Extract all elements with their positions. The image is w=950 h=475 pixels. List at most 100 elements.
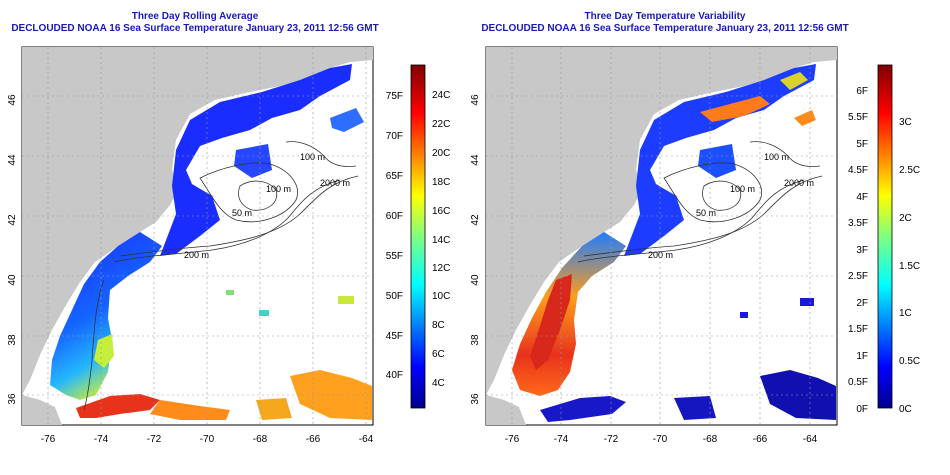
left-sst-slope-cyan	[259, 310, 269, 316]
left-cb-f-70: 70F	[386, 131, 403, 142]
right-lon-66: -66	[753, 434, 768, 445]
left-lat-36: 36	[7, 393, 18, 405]
right-map-title: Three Day Temperature Variability DECLOU…	[465, 11, 865, 35]
right-lon-74: -74	[554, 434, 569, 445]
right-var-offshore-mid	[674, 396, 716, 420]
right-grid	[486, 47, 837, 425]
left-sst-gulf-maine	[160, 64, 352, 256]
right-var-slope-a	[800, 298, 814, 306]
left-map-title: Three Day Rolling Average DECLOUDED NOAA…	[5, 11, 385, 35]
right-cb-f-35: 3.5F	[848, 218, 868, 229]
left-lon-68: -68	[253, 434, 268, 445]
left-cb-c-12: 12C	[432, 263, 450, 274]
right-cb-f-45: 4.5F	[848, 165, 868, 176]
left-cb-c-8: 8C	[432, 320, 445, 331]
left-sst-warm-core	[94, 334, 114, 368]
right-var-gulfstream	[540, 396, 626, 422]
left-lon-64: -64	[359, 434, 374, 445]
left-sst-gulfstream-red	[76, 394, 160, 418]
right-cb-f-5: 5F	[856, 139, 868, 150]
left-contour-100m	[199, 162, 298, 223]
right-lon-72: -72	[604, 434, 619, 445]
left-contour-label-100m-a: 100 m	[300, 152, 325, 162]
left-lat-42: 42	[7, 214, 18, 226]
left-lat-labels: 36 38 40 42 44 46	[7, 94, 18, 405]
right-cb-f-55: 5.5F	[848, 112, 868, 123]
right-contour-50m	[702, 180, 742, 211]
right-cb-c-0: 0C	[899, 404, 912, 415]
right-subtitle: DECLOUDED NOAA 16 Sea Surface Temperatur…	[481, 23, 849, 34]
left-contour-50m	[238, 180, 278, 211]
left-cb-c-18: 18C	[432, 177, 450, 188]
left-grid	[22, 47, 373, 425]
left-contour-label-100m-b: 100 m	[266, 184, 291, 194]
left-map: 100 m 100 m 2000 m 200 m 50 m 36 38 40 4…	[7, 46, 374, 445]
left-cb-f-65: 65F	[386, 171, 403, 182]
left-sst-georges	[234, 144, 272, 178]
right-lon-64: -64	[803, 434, 818, 445]
left-lon-70: -70	[200, 434, 215, 445]
left-cb-c-14: 14C	[432, 235, 450, 246]
right-contours	[577, 141, 823, 263]
right-lon-labels: -76 -74 -72 -70 -68 -66 -64	[505, 434, 818, 445]
left-lon-66: -66	[306, 434, 321, 445]
left-cb-c-16: 16C	[432, 206, 450, 217]
right-cb-c-2: 2C	[899, 213, 912, 224]
left-contour-label-50m: 50 m	[232, 208, 252, 218]
right-cb-f-1: 1F	[856, 351, 868, 362]
left-cb-f-75: 75F	[386, 91, 403, 102]
right-lat-40: 40	[470, 274, 481, 286]
right-land-south	[486, 395, 526, 425]
left-cb-f-40: 40F	[386, 370, 403, 381]
right-cb-c-1: 1C	[899, 308, 912, 319]
left-colorbar-c-labels: 4C 6C 8C 10C 12C 14C 16C 18C 20C 22C 24C	[432, 90, 450, 389]
left-lon-76: -76	[41, 434, 56, 445]
right-var-georges	[698, 144, 736, 178]
right-lat-36: 36	[470, 393, 481, 405]
right-cb-f-15: 1.5F	[848, 324, 868, 335]
left-cb-c-22: 22C	[432, 119, 450, 130]
right-cb-f-4: 4F	[856, 192, 868, 203]
right-colorbar-c-labels: 0C 0.5C 1C 1.5C 2C 2.5C 3C	[899, 117, 920, 415]
right-contour-labels: 100 m 100 m 2000 m 200 m 50 m	[648, 152, 814, 260]
right-contour-label-200m: 200 m	[648, 250, 673, 260]
left-cb-c-6: 6C	[432, 349, 445, 360]
left-colorbar-bar	[410, 64, 426, 409]
right-lon-76: -76	[505, 434, 520, 445]
left-sst-scotian-patch	[330, 108, 364, 132]
left-cb-c-20: 20C	[432, 148, 450, 159]
right-contour-label-100m-b: 100 m	[730, 184, 755, 194]
right-land	[486, 47, 837, 395]
right-map: 100 m 100 m 2000 m 200 m 50 m 36 38 40 4…	[470, 46, 838, 445]
left-contour-200m	[113, 179, 341, 263]
left-contour-2000m	[119, 175, 359, 257]
right-title: Three Day Temperature Variability	[584, 11, 746, 22]
right-var-shelf-core	[530, 274, 572, 370]
right-cb-f-05: 0.5F	[848, 377, 868, 388]
right-var-gulf-maine	[624, 64, 816, 256]
right-lat-labels: 36 38 40 42 44 46	[470, 94, 481, 405]
right-contour-200m	[577, 179, 805, 263]
left-sst-gulfstream-orange	[150, 400, 230, 420]
right-colorbar-f-labels: 0F 0.5F 1F 1.5F 2F 2.5F 3F 3.5F 4F 4.5F …	[848, 86, 868, 415]
right-colorbar: 0F 0.5F 1F 1.5F 2F 2.5F 3F 3.5F 4F 4.5F …	[848, 64, 920, 415]
left-sst-offshore-east	[290, 370, 372, 420]
right-lon-70: -70	[653, 434, 668, 445]
left-cb-c-24: 24C	[432, 90, 450, 101]
right-cb-f-2: 2F	[856, 298, 868, 309]
right-lat-38: 38	[470, 334, 481, 346]
right-contour-label-2000m: 2000 m	[784, 178, 814, 188]
left-lat-38: 38	[7, 334, 18, 346]
right-var-scotian	[794, 110, 816, 126]
left-lat-46: 46	[7, 94, 18, 106]
left-lon-74: -74	[94, 434, 109, 445]
left-lon-72: -72	[147, 434, 162, 445]
right-lon-68: -68	[703, 434, 718, 445]
right-contour-100m	[663, 162, 762, 223]
left-cb-f-60: 60F	[386, 211, 403, 222]
right-lat-46: 46	[470, 94, 481, 106]
right-cb-f-25: 2.5F	[848, 271, 868, 282]
right-cb-f-0: 0F	[856, 404, 868, 415]
left-colorbar: 40F 45F 50F 55F 60F 65F 70F 75F 4C 6C 8C…	[386, 64, 450, 409]
